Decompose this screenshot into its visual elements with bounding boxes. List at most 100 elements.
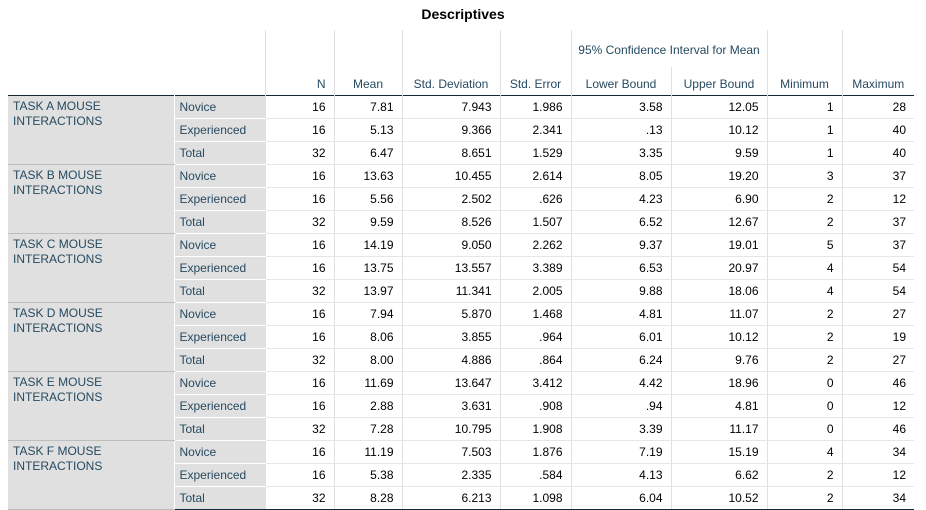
cell-maximum: 54	[841, 256, 914, 280]
cell-upper-bound: 4.81	[670, 394, 767, 418]
cell-upper-bound: 10.12	[670, 118, 767, 142]
table-row: Experienced 16 5.56 2.502.626 4.23 6.90 2 12	[8, 187, 914, 211]
row-sub-label: Experienced	[174, 325, 265, 349]
table-row: TASK E MOUSE INTERACTIONS Novice 16 11.69 13…	[8, 371, 914, 441]
cell-std-deviation: 8.651	[401, 141, 500, 165]
cell-std-error: .964	[499, 325, 571, 349]
table-row: TASK A MOUSE INTERACTIONS Novice 16 7.81 7.9…	[8, 95, 914, 165]
cell-n: 16	[264, 302, 334, 326]
corner-blank	[8, 67, 174, 96]
cell-lower-bound: 3.58	[570, 95, 671, 119]
cell-std-deviation: 13.557	[401, 256, 500, 280]
header-blank	[401, 30, 500, 67]
cell-lower-bound: 4.13	[570, 463, 671, 487]
cell-mean: 11.69	[333, 371, 402, 395]
cell-std-error: 3.389	[499, 256, 571, 280]
cell-upper-bound: 11.17	[670, 417, 767, 441]
cell-upper-bound: 6.62	[670, 463, 767, 487]
cell-lower-bound: .94	[570, 394, 671, 418]
cell-std-error: 2.614	[499, 164, 571, 188]
table-row: Experienced 16 5.13 9.366 2.341.13 10.12 1 40	[8, 118, 914, 142]
cell-std-deviation: 3.855	[401, 325, 500, 349]
cell-maximum: 27	[841, 302, 914, 326]
cell-n: 32	[264, 210, 334, 234]
table-row: Total 32 8.00 4.886.864 6.24 9.76 2 27	[8, 348, 914, 372]
cell-upper-bound: 18.06	[670, 279, 767, 303]
cell-upper-bound: 10.52	[670, 486, 767, 510]
cell-maximum: 54	[841, 279, 914, 303]
row-sub-label: Total	[174, 486, 265, 510]
row-sub-label: Total	[174, 417, 265, 441]
row-group-label: TASK F MOUSE INTERACTIONS	[8, 440, 175, 510]
cell-mean: 8.28	[333, 486, 402, 510]
cell-lower-bound: 9.88	[570, 279, 671, 303]
cell-minimum: 1	[766, 141, 842, 165]
header-blank	[841, 30, 914, 67]
table-row: Total 32 13.97 11.341 2.005 9.88 18.06 4 54	[8, 279, 914, 303]
cell-std-error: 1.876	[499, 440, 571, 464]
cell-mean: 13.63	[333, 164, 402, 188]
cell-minimum: 2	[766, 210, 842, 234]
row-sub-label: Total	[174, 210, 265, 234]
cell-maximum: 46	[841, 371, 914, 395]
row-sub-label: Novice	[174, 164, 265, 188]
cell-maximum: 34	[841, 486, 914, 510]
cell-lower-bound: 6.24	[570, 348, 671, 372]
col-header-n: N	[264, 67, 334, 96]
cell-mean: 5.38	[333, 463, 402, 487]
cell-std-deviation: 13.647	[401, 371, 500, 395]
cell-n: 16	[264, 463, 334, 487]
cell-n: 32	[264, 417, 334, 441]
table-row: Experienced 16 13.75 13.557 3.389 6.53 20.97 4 5…	[8, 256, 914, 280]
row-sub-label: Novice	[174, 233, 265, 257]
cell-n: 16	[264, 187, 334, 211]
row-sub-label: Experienced	[174, 463, 265, 487]
cell-std-deviation: 11.341	[401, 279, 500, 303]
cell-mean: 11.19	[333, 440, 402, 464]
cell-std-deviation: 7.943	[401, 95, 500, 119]
cell-std-deviation: 3.631	[401, 394, 500, 418]
cell-std-deviation: 4.886	[401, 348, 500, 372]
cell-n: 16	[264, 95, 334, 119]
cell-std-error: 1.908	[499, 417, 571, 441]
cell-minimum: 0	[766, 417, 842, 441]
cell-maximum: 37	[841, 210, 914, 234]
col-header-mean: Mean	[333, 67, 402, 96]
cell-n: 16	[264, 233, 334, 257]
cell-upper-bound: 15.19	[670, 440, 767, 464]
cell-lower-bound: 6.01	[570, 325, 671, 349]
header-blank	[264, 30, 334, 67]
row-sub-label: Experienced	[174, 394, 265, 418]
cell-upper-bound: 19.20	[670, 164, 767, 188]
cell-lower-bound: 4.42	[570, 371, 671, 395]
cell-upper-bound: 19.01	[670, 233, 767, 257]
cell-minimum: 0	[766, 394, 842, 418]
header-blank	[333, 30, 402, 67]
cell-maximum: 37	[841, 233, 914, 257]
cell-upper-bound: 9.76	[670, 348, 767, 372]
cell-n: 32	[264, 348, 334, 372]
cell-mean: 5.56	[333, 187, 402, 211]
row-group-label: TASK A MOUSE INTERACTIONS	[8, 95, 175, 165]
cell-lower-bound: 4.23	[570, 187, 671, 211]
cell-maximum: 12	[841, 394, 914, 418]
table-row: Total 32 8.28 6.213 1.098 6.04 10.52 2 34	[8, 486, 914, 510]
cell-minimum: 2	[766, 463, 842, 487]
header-blank	[499, 30, 571, 67]
cell-minimum: 2	[766, 325, 842, 349]
cell-maximum: 12	[841, 463, 914, 487]
cell-std-deviation: 10.455	[401, 164, 500, 188]
cell-std-error: 1.098	[499, 486, 571, 510]
cell-lower-bound: 6.53	[570, 256, 671, 280]
cell-n: 32	[264, 279, 334, 303]
header-blank	[766, 30, 842, 67]
cell-lower-bound: 6.04	[570, 486, 671, 510]
cell-lower-bound: 9.37	[570, 233, 671, 257]
cell-std-deviation: 9.366	[401, 118, 500, 142]
cell-std-deviation: 2.502	[401, 187, 500, 211]
row-sub-label: Total	[174, 279, 265, 303]
cell-mean: 14.19	[333, 233, 402, 257]
cell-maximum: 46	[841, 417, 914, 441]
row-sub-label: Experienced	[174, 256, 265, 280]
cell-n: 32	[264, 141, 334, 165]
